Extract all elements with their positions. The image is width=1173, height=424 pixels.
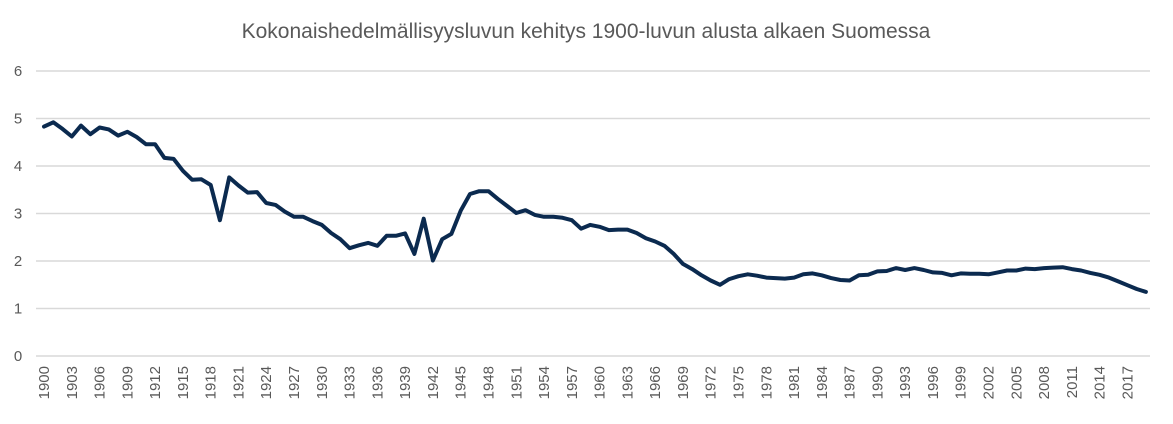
x-tick-label: 1924 — [258, 366, 275, 399]
x-tick-label: 1921 — [230, 366, 247, 399]
x-tick-label: 1936 — [369, 366, 386, 399]
x-tick-label: 1948 — [480, 366, 497, 399]
x-tick-label: 1933 — [342, 366, 359, 399]
y-tick-label: 5 — [14, 111, 22, 128]
x-tick-label: 1981 — [786, 366, 803, 399]
x-tick-label: 1909 — [119, 366, 136, 399]
x-tick-label: 1945 — [453, 366, 470, 399]
chart-title: Kokonaishedelmällisyysluvun kehitys 1900… — [242, 20, 931, 43]
y-tick-label: 0 — [14, 348, 22, 365]
x-tick-label: 1987 — [842, 366, 859, 399]
x-tick-label: 1999 — [953, 366, 970, 399]
x-tick-label: 1903 — [64, 366, 81, 399]
x-tick-label: 1990 — [869, 366, 886, 399]
y-tick-label: 2 — [14, 253, 22, 270]
x-tick-label: 1930 — [314, 366, 331, 399]
x-tick-label: 1906 — [92, 366, 109, 399]
x-tick-label: 1978 — [758, 366, 775, 399]
y-tick-label: 4 — [14, 158, 22, 175]
x-tick-label: 2005 — [1008, 366, 1025, 399]
x-tick-label: 2008 — [1036, 366, 1053, 399]
y-tick-label: 6 — [14, 63, 22, 80]
x-tick-label: 1963 — [619, 366, 636, 399]
x-tick-label: 1996 — [925, 366, 942, 399]
x-tick-label: 1927 — [286, 366, 303, 399]
x-tick-label: 1969 — [675, 366, 692, 399]
x-tick-label: 1912 — [147, 366, 164, 399]
x-tick-label: 1915 — [175, 366, 192, 399]
x-tick-label: 1900 — [36, 366, 53, 399]
x-tick-label: 2014 — [1092, 366, 1109, 399]
x-tick-label: 1957 — [564, 366, 581, 399]
x-tick-label: 2011 — [1064, 366, 1081, 398]
x-tick-label: 1951 — [508, 366, 525, 399]
x-tick-label: 1918 — [203, 366, 220, 399]
series-line — [42, 120, 1148, 294]
x-tick-label: 1984 — [814, 366, 831, 399]
x-tick-label: 1966 — [647, 366, 664, 399]
x-tick-label: 1993 — [897, 366, 914, 399]
x-tick-label: 2017 — [1119, 366, 1136, 399]
x-tick-label: 1975 — [731, 366, 748, 399]
x-tick-label: 1972 — [703, 366, 720, 399]
x-tick-label: 1954 — [536, 366, 553, 399]
x-tick-label: 2002 — [981, 366, 998, 399]
x-tick-label: 1939 — [397, 366, 414, 399]
y-tick-label: 1 — [14, 301, 22, 318]
x-tick-label: 1942 — [425, 366, 442, 399]
x-tick-label: 1960 — [592, 366, 609, 399]
y-tick-label: 3 — [14, 206, 22, 223]
